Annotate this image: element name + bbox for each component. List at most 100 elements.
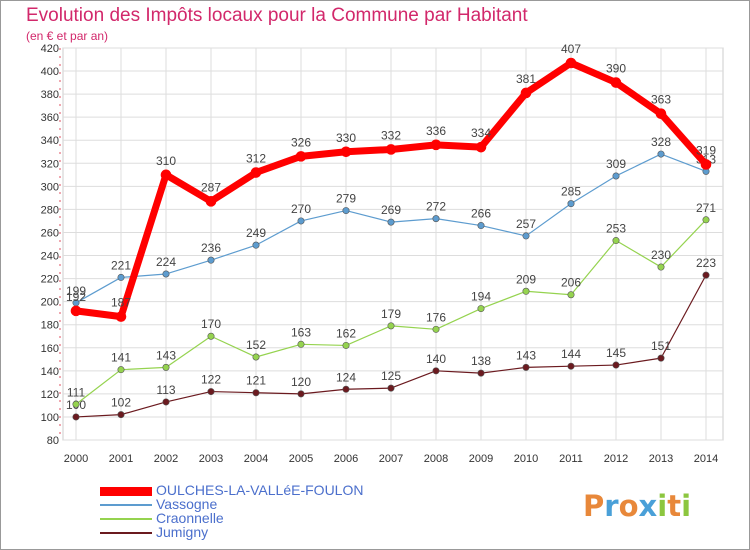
data-point [387, 218, 395, 226]
data-label: 287 [201, 180, 221, 194]
logo-letter: x [638, 489, 658, 523]
x-tick-label: 2002 [154, 453, 178, 465]
data-label: 140 [426, 352, 446, 366]
data-point [702, 216, 710, 224]
data-label: 312 [246, 152, 266, 166]
data-label: 224 [156, 255, 176, 269]
data-label: 223 [696, 256, 716, 270]
data-point [207, 388, 215, 396]
legend-swatch [100, 486, 152, 496]
x-tick-label: 2006 [334, 453, 358, 465]
data-label: 269 [381, 203, 401, 217]
data-label: 272 [426, 200, 446, 214]
data-label: 163 [291, 325, 311, 339]
data-point [655, 108, 667, 120]
data-point [342, 385, 350, 393]
data-point [567, 291, 575, 299]
data-label: 111 [67, 385, 86, 399]
data-point [657, 263, 665, 271]
x-tick-label: 2001 [109, 453, 133, 465]
legend-item: Jumigny [100, 524, 520, 540]
data-label: 271 [696, 201, 716, 215]
data-point [612, 172, 620, 180]
x-tick-label: 2010 [514, 453, 538, 465]
data-point [297, 390, 305, 398]
y-tick-label: 300 [41, 181, 59, 193]
data-label: 253 [606, 222, 626, 236]
y-tick-label: 220 [41, 274, 59, 286]
data-point [160, 169, 172, 181]
legend-label: Vassogne [156, 496, 218, 512]
data-label: 121 [246, 374, 266, 388]
x-tick-label: 2000 [64, 453, 88, 465]
x-tick-label: 2011 [559, 453, 583, 465]
y-tick-label: 200 [41, 297, 59, 309]
data-label: 113 [156, 383, 175, 397]
chart-title: Evolution des Impôts locaux pour la Comm… [26, 5, 528, 26]
y-tick-label: 360 [41, 112, 59, 124]
data-label: 390 [606, 62, 626, 76]
data-point [252, 389, 260, 397]
data-label: 310 [156, 154, 176, 168]
data-point [610, 77, 622, 88]
data-point [385, 144, 397, 155]
x-tick-label: 2004 [244, 453, 268, 465]
y-tick-label: 260 [41, 227, 59, 239]
data-label: 257 [516, 217, 536, 231]
legend-label: Jumigny [156, 524, 209, 540]
y-tick-label: 400 [41, 66, 59, 78]
data-point [205, 196, 217, 207]
data-point [342, 341, 350, 349]
x-tick-label: 2003 [199, 453, 223, 465]
data-point [522, 232, 530, 240]
data-point [340, 146, 352, 158]
data-label: 152 [246, 338, 266, 352]
data-label: 143 [516, 348, 536, 362]
data-label: 194 [471, 290, 491, 304]
data-label: 407 [561, 42, 581, 56]
legend-swatch [100, 532, 152, 534]
data-point [567, 362, 575, 370]
data-point [522, 287, 530, 295]
data-label: 363 [651, 93, 671, 107]
data-label: 279 [336, 192, 356, 206]
chart-subtitle: (en € et par an) [26, 29, 109, 43]
y-tick-label: 80 [47, 435, 59, 447]
data-point [522, 363, 530, 371]
brand-logo: Proxiti [583, 489, 691, 523]
data-label: 334 [471, 126, 491, 140]
data-point [432, 367, 440, 375]
data-label: 249 [246, 226, 266, 240]
data-label: 236 [201, 241, 221, 255]
data-point [70, 305, 82, 317]
y-tick-label: 280 [41, 204, 59, 216]
data-point [295, 151, 307, 162]
legend-label: OULCHES-LA-VALLéE-FOULON [156, 482, 364, 498]
data-label: 179 [381, 307, 401, 321]
logo-letter: i [681, 489, 692, 523]
data-point [162, 270, 170, 278]
data-label: 221 [111, 258, 131, 272]
data-label: 336 [426, 124, 446, 138]
data-label: 192 [66, 290, 86, 304]
x-tick-label: 2009 [469, 453, 493, 465]
y-tick-label: 340 [41, 135, 59, 147]
x-tick-label: 2008 [424, 453, 448, 465]
data-point [657, 354, 665, 362]
data-label: 143 [156, 348, 176, 362]
data-point [117, 273, 125, 281]
data-point [520, 87, 532, 99]
data-point [250, 167, 262, 178]
data-point [430, 139, 442, 151]
data-point [432, 325, 440, 333]
x-tick-label: 2014 [694, 453, 718, 465]
data-point [162, 398, 170, 406]
logo-letter: i [657, 489, 668, 523]
data-point [115, 311, 127, 322]
data-point [567, 200, 575, 208]
data-label: 124 [336, 370, 356, 384]
data-label: 120 [291, 375, 311, 389]
data-point [657, 150, 665, 158]
data-point [117, 411, 125, 419]
y-tick-label: 140 [41, 366, 59, 378]
